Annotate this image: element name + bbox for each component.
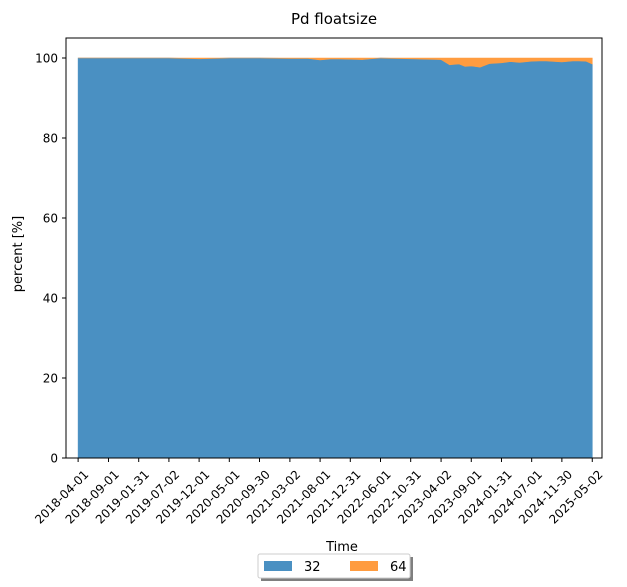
y-tick-label: 40 (43, 292, 58, 306)
y-tick-label: 60 (43, 212, 58, 226)
axes: 0204060801002018-04-012018-09-012019-01-… (32, 37, 606, 527)
y-axis-label: percent [%] (11, 216, 26, 292)
legend-swatch-64 (350, 561, 378, 571)
legend-box (257, 553, 411, 579)
area-series-32 (77, 57, 593, 459)
y-tick-label: 20 (43, 372, 58, 386)
plot-area (77, 57, 593, 459)
legend-label-32: 32 (304, 560, 321, 575)
legend: 32 64 (257, 553, 413, 581)
legend-label-64: 64 (390, 560, 407, 575)
y-tick-label: 80 (43, 132, 58, 146)
y-tick-label: 0 (50, 452, 58, 466)
x-axis-label: Time (325, 540, 358, 555)
area-series-64 (78, 57, 593, 68)
y-tick-label: 100 (35, 52, 58, 66)
chart-title: Pd floatsize (291, 10, 377, 28)
plot-frame (65, 37, 603, 459)
legend-swatch-32 (264, 561, 292, 571)
